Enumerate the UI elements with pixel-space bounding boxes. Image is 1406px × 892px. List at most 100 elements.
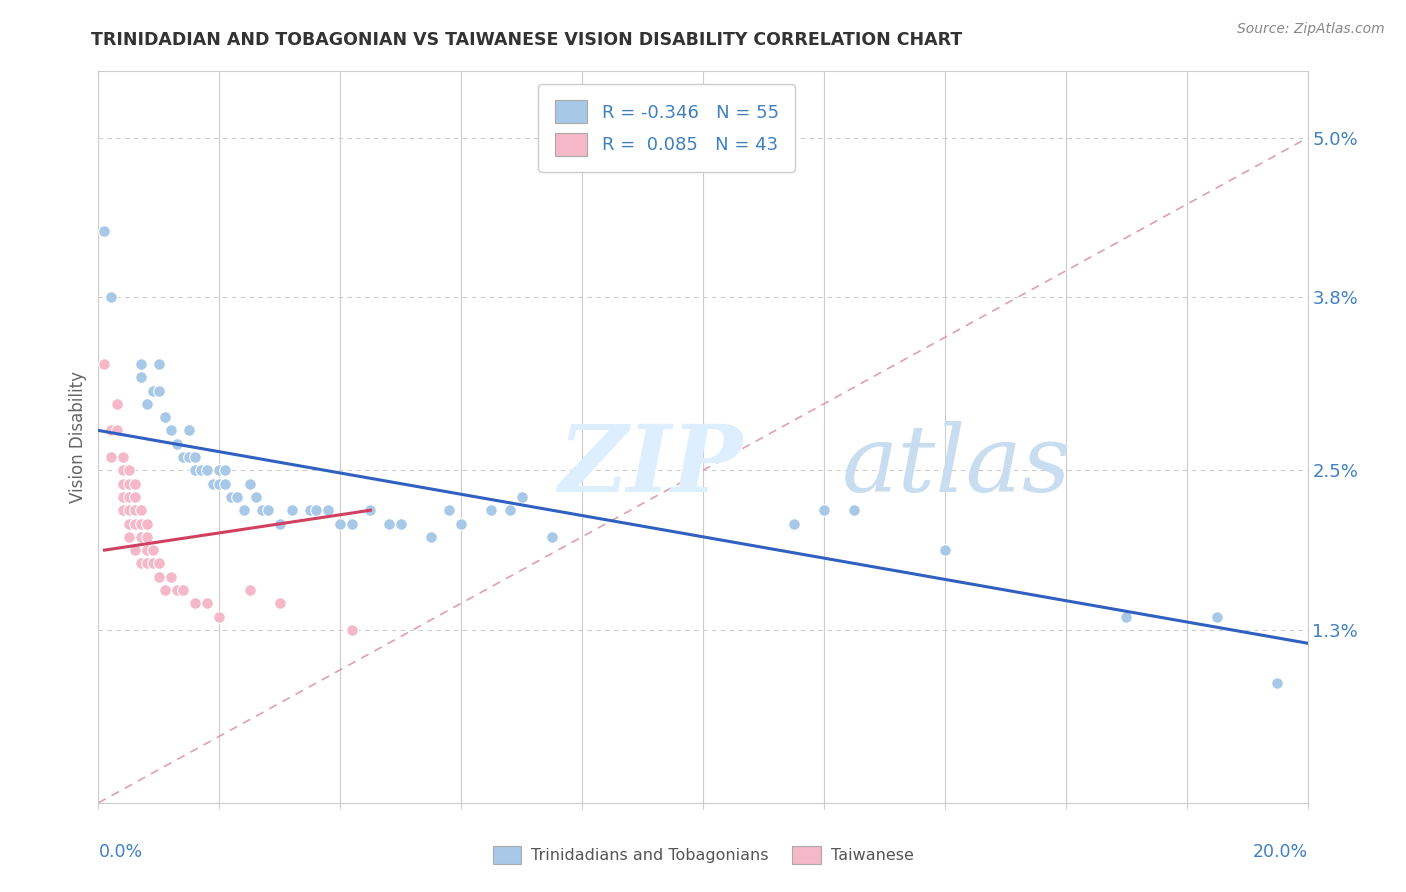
Point (135, 530, 157, 544)
Point (100, 450, 122, 464)
Point (160, 570, 183, 584)
Point (208, 476, 231, 491)
Point (281, 503, 304, 517)
Point (498, 503, 520, 517)
Point (118, 490, 141, 504)
Point (510, 490, 533, 504)
Point (214, 476, 236, 491)
Point (450, 516, 472, 531)
Point (160, 424, 183, 438)
Point (202, 476, 225, 491)
Point (166, 582, 188, 597)
Point (111, 476, 134, 491)
Point (93, 224, 115, 238)
Point (208, 463, 231, 477)
Point (316, 503, 339, 517)
Point (179, 424, 201, 438)
Point (142, 543, 165, 558)
Point (250, 503, 273, 517)
Text: Source: ZipAtlas.com: Source: ZipAtlas.com (1237, 22, 1385, 37)
Point (105, 397, 128, 411)
Point (111, 490, 134, 504)
Point (195, 463, 218, 477)
Point (153, 582, 176, 597)
Point (129, 530, 152, 544)
Legend: R = -0.346   N = 55, R =  0.085   N = 43: R = -0.346 N = 55, R = 0.085 N = 43 (538, 84, 794, 172)
Point (377, 516, 399, 531)
Point (179, 450, 201, 464)
Point (148, 570, 170, 584)
Point (118, 530, 141, 544)
Point (135, 543, 157, 558)
Point (124, 516, 146, 531)
Point (148, 557, 170, 571)
Point (184, 596, 207, 610)
Point (153, 410, 176, 425)
Point (329, 516, 352, 531)
Point (142, 384, 165, 398)
Point (184, 450, 207, 464)
Point (118, 463, 141, 477)
Point (540, 530, 562, 544)
Point (124, 503, 146, 517)
Point (111, 463, 134, 477)
Point (214, 463, 236, 477)
Point (813, 503, 835, 517)
Point (148, 357, 170, 371)
Point (269, 596, 291, 610)
Point (129, 357, 152, 371)
Point (111, 503, 134, 517)
Point (245, 490, 267, 504)
Text: 0.0%: 0.0% (98, 843, 142, 861)
Y-axis label: Vision Disability: Vision Disability (69, 371, 87, 503)
Point (135, 557, 157, 571)
Text: ZIP: ZIP (558, 421, 742, 511)
Point (437, 503, 460, 517)
Legend: Trinidadians and Tobagonians, Taiwanese: Trinidadians and Tobagonians, Taiwanese (486, 839, 920, 871)
Point (389, 516, 412, 531)
Point (129, 503, 152, 517)
Point (342, 623, 364, 637)
Text: atlas: atlas (842, 421, 1071, 511)
Point (135, 397, 157, 411)
Point (299, 503, 322, 517)
Point (305, 503, 328, 517)
Point (195, 596, 218, 610)
Point (256, 503, 278, 517)
Point (190, 463, 212, 477)
Point (202, 476, 225, 491)
Point (124, 476, 146, 491)
Point (844, 503, 866, 517)
Point (118, 476, 141, 491)
Point (1115, 609, 1137, 624)
Point (232, 503, 254, 517)
Point (783, 516, 806, 531)
Point (105, 424, 128, 438)
Point (221, 490, 243, 504)
Text: 20.0%: 20.0% (1253, 843, 1308, 861)
Point (172, 450, 194, 464)
Point (172, 582, 194, 597)
Point (934, 543, 956, 558)
Point (184, 463, 207, 477)
Point (124, 490, 146, 504)
Point (226, 490, 249, 504)
Point (93, 357, 115, 371)
Point (124, 543, 146, 558)
Point (129, 516, 152, 531)
Point (111, 450, 134, 464)
Point (118, 503, 141, 517)
Point (481, 503, 503, 517)
Point (100, 290, 122, 304)
Text: TRINIDADIAN AND TOBAGONIAN VS TAIWANESE VISION DISABILITY CORRELATION CHART: TRINIDADIAN AND TOBAGONIAN VS TAIWANESE … (91, 31, 963, 49)
Point (118, 516, 141, 531)
Point (269, 516, 291, 531)
Point (342, 516, 364, 531)
Point (135, 516, 157, 531)
Point (1206, 609, 1229, 624)
Point (1267, 676, 1289, 690)
Point (100, 424, 122, 438)
Point (360, 503, 382, 517)
Point (239, 582, 262, 597)
Point (142, 557, 165, 571)
